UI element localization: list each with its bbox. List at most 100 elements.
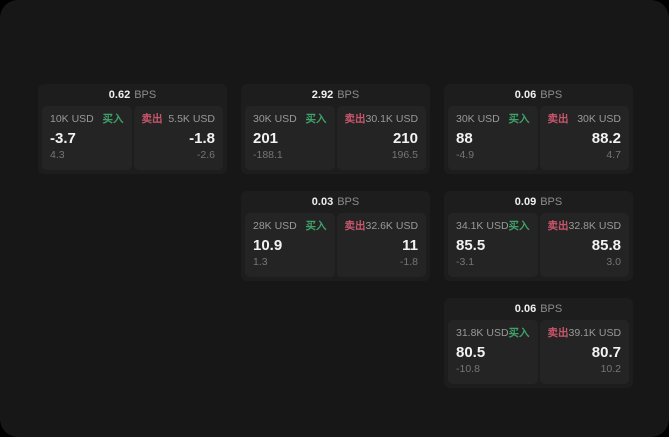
- sell-price: 210: [392, 129, 418, 147]
- sell-amount: 32.6K USD: [365, 220, 419, 232]
- sell-sub-value: 196.5: [391, 149, 418, 162]
- buy-panel-header: 30K USD 买入: [253, 113, 327, 126]
- quote-panels: 34.1K USD 买入 85.5 -3.1 卖出 32.8K USD 85.8…: [444, 213, 633, 281]
- buy-amount: 30K USD: [253, 113, 297, 125]
- buy-side-label: 买入: [508, 220, 530, 232]
- bps-unit: BPS: [540, 196, 563, 208]
- buy-amount: 10K USD: [50, 113, 94, 125]
- buy-sub-value: -10.8: [456, 363, 480, 376]
- sell-panel-header: 卖出 39.1K USD: [548, 327, 622, 340]
- sell-side-label: 卖出: [547, 113, 569, 125]
- sell-price: 80.7: [591, 343, 621, 361]
- bps-unit: BPS: [337, 196, 360, 208]
- sell-amount: 39.1K USD: [568, 327, 622, 339]
- sell-amount: 30K USD: [577, 113, 621, 125]
- buy-price: 10.9: [253, 236, 283, 254]
- bps-value: 0.06: [514, 89, 537, 101]
- buy-amount: 34.1K USD: [456, 220, 509, 232]
- buy-panel-header: 28K USD 买入: [253, 220, 327, 233]
- quote-panels: 31.8K USD 买入 80.5 -10.8 卖出 39.1K USD 80.…: [444, 320, 633, 388]
- quote-card: 0.62 BPS 10K USD 买入 -3.7 4.3 卖出 5.5K USD: [38, 84, 227, 174]
- sell-sub-value: 4.7: [606, 149, 621, 162]
- sell-amount: 32.8K USD: [568, 220, 622, 232]
- quote-panels: 10K USD 买入 -3.7 4.3 卖出 5.5K USD -1.8 -2.…: [38, 106, 227, 174]
- buy-side-label: 买入: [305, 113, 327, 125]
- buy-price: 80.5: [456, 343, 486, 361]
- sell-side-label: 卖出: [547, 220, 569, 232]
- sell-side-label: 卖出: [141, 113, 163, 125]
- buy-panel[interactable]: 30K USD 买入 88 -4.9: [448, 106, 538, 170]
- sell-panel[interactable]: 卖出 30.1K USD 210 196.5: [336, 106, 426, 170]
- sell-sub-value: 3.0: [606, 256, 621, 269]
- sell-panel[interactable]: 卖出 39.1K USD 80.7 10.2: [539, 320, 629, 384]
- quote-card: 0.06 BPS 31.8K USD 买入 80.5 -10.8 卖出 39.1…: [444, 298, 633, 388]
- buy-panel[interactable]: 28K USD 买入 10.9 1.3: [245, 213, 335, 277]
- card-header: 0.03 BPS: [241, 191, 430, 213]
- sell-panel[interactable]: 卖出 30K USD 88.2 4.7: [539, 106, 629, 170]
- card-header: 0.06 BPS: [444, 298, 633, 320]
- sell-panel[interactable]: 卖出 32.8K USD 85.8 3.0: [539, 213, 629, 277]
- sell-price: 88.2: [591, 129, 621, 147]
- sell-panel-header: 卖出 32.8K USD: [548, 220, 622, 233]
- bps-unit: BPS: [134, 89, 157, 101]
- buy-side-label: 买入: [508, 113, 530, 125]
- quote-panels: 28K USD 买入 10.9 1.3 卖出 32.6K USD 11 -1.8: [241, 213, 430, 281]
- sell-panel-header: 卖出 5.5K USD: [142, 113, 216, 126]
- sell-sub-value: -1.8: [399, 256, 418, 269]
- bps-value: 0.62: [108, 89, 131, 101]
- quote-card-grid: 0.62 BPS 10K USD 买入 -3.7 4.3 卖出 5.5K USD: [38, 84, 633, 388]
- bps-value: 2.92: [311, 89, 334, 101]
- sell-price: 11: [402, 236, 418, 254]
- sell-price: 85.8: [591, 236, 621, 254]
- sell-price: -1.8: [189, 129, 215, 147]
- buy-sub-value: 4.3: [50, 149, 65, 162]
- buy-amount: 30K USD: [456, 113, 500, 125]
- bps-unit: BPS: [540, 303, 563, 315]
- buy-panel-header: 30K USD 买入: [456, 113, 530, 126]
- quote-card: 2.92 BPS 30K USD 买入 201 -188.1 卖出 30.1K …: [241, 84, 430, 174]
- quote-panels: 30K USD 买入 201 -188.1 卖出 30.1K USD 210 1…: [241, 106, 430, 174]
- buy-price: 88: [456, 129, 473, 147]
- sell-side-label: 卖出: [344, 220, 366, 232]
- bps-value: 0.06: [514, 303, 537, 315]
- buy-price: -3.7: [50, 129, 76, 147]
- buy-panel[interactable]: 30K USD 买入 201 -188.1: [245, 106, 335, 170]
- sell-side-label: 卖出: [547, 327, 569, 339]
- sell-sub-value: -2.6: [196, 149, 215, 162]
- sell-panel[interactable]: 卖出 5.5K USD -1.8 -2.6: [133, 106, 223, 170]
- bps-unit: BPS: [337, 89, 360, 101]
- quote-panels: 30K USD 买入 88 -4.9 卖出 30K USD 88.2 4.7: [444, 106, 633, 174]
- card-header: 0.09 BPS: [444, 191, 633, 213]
- buy-amount: 28K USD: [253, 220, 297, 232]
- buy-panel-header: 31.8K USD 买入: [456, 327, 530, 340]
- quote-card: 0.06 BPS 30K USD 买入 88 -4.9 卖出 30K USD: [444, 84, 633, 174]
- sell-panel[interactable]: 卖出 32.6K USD 11 -1.8: [336, 213, 426, 277]
- buy-sub-value: 1.3: [253, 256, 268, 269]
- buy-sub-value: -4.9: [456, 149, 475, 162]
- buy-sub-value: -3.1: [456, 256, 475, 269]
- sell-amount: 5.5K USD: [168, 113, 215, 125]
- buy-panel[interactable]: 10K USD 买入 -3.7 4.3: [42, 106, 132, 170]
- buy-side-label: 买入: [508, 327, 530, 339]
- buy-panel[interactable]: 34.1K USD 买入 85.5 -3.1: [448, 213, 538, 277]
- buy-side-label: 买入: [305, 220, 327, 232]
- buy-sub-value: -188.1: [253, 149, 283, 162]
- quote-card: 0.09 BPS 34.1K USD 买入 85.5 -3.1 卖出 32.8K…: [444, 191, 633, 281]
- buy-panel[interactable]: 31.8K USD 买入 80.5 -10.8: [448, 320, 538, 384]
- buy-price: 201: [253, 129, 279, 147]
- buy-price: 85.5: [456, 236, 486, 254]
- bps-unit: BPS: [540, 89, 563, 101]
- card-header: 0.06 BPS: [444, 84, 633, 106]
- bps-value: 0.03: [311, 196, 334, 208]
- buy-amount: 31.8K USD: [456, 327, 509, 339]
- sell-panel-header: 卖出 30K USD: [548, 113, 622, 126]
- sell-panel-header: 卖出 30.1K USD: [345, 113, 419, 126]
- bps-value: 0.09: [514, 196, 537, 208]
- buy-panel-header: 10K USD 买入: [50, 113, 124, 126]
- sell-panel-header: 卖出 32.6K USD: [345, 220, 419, 233]
- sell-side-label: 卖出: [344, 113, 366, 125]
- card-header: 0.62 BPS: [38, 84, 227, 106]
- card-header: 2.92 BPS: [241, 84, 430, 106]
- sell-sub-value: 10.2: [600, 363, 621, 376]
